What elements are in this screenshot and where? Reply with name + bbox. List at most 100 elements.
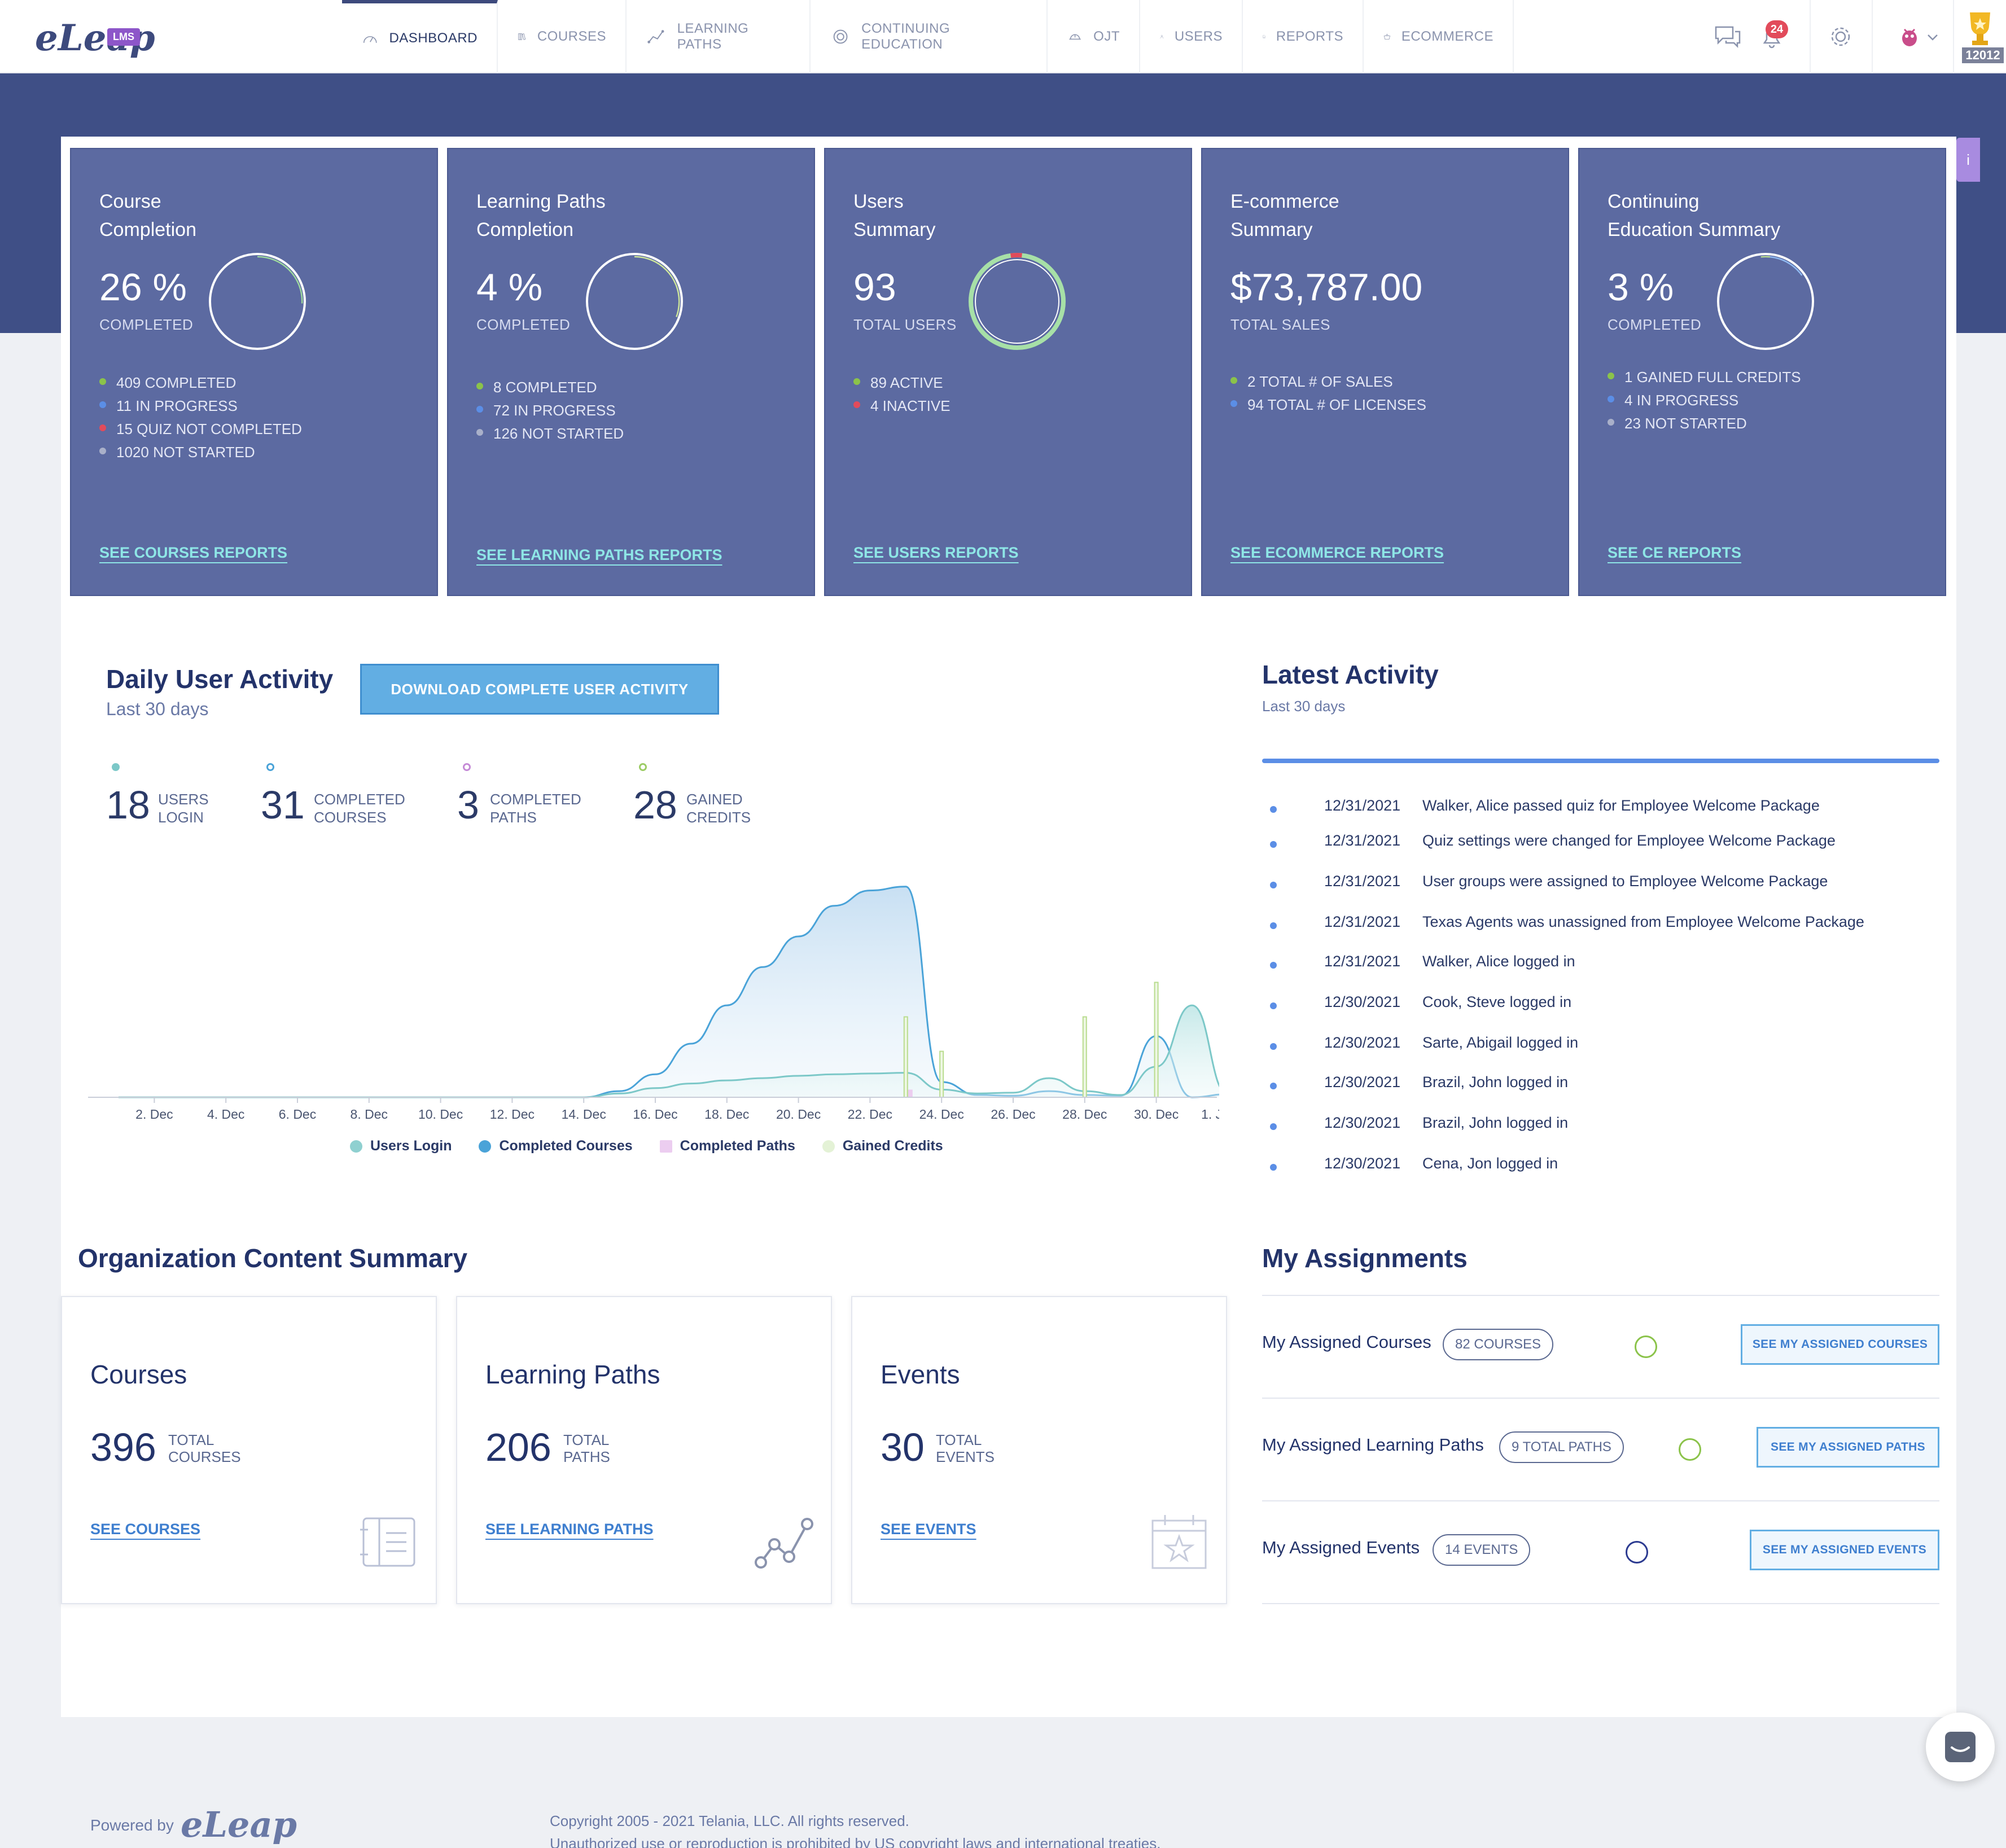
activity-row: 12/30/2021 Brazil, John logged in [1270,1074,1568,1091]
legend-dot [476,406,483,413]
legend-completed-courses[interactable]: Completed Courses [479,1138,633,1154]
see-my-assigned-events-button[interactable]: SEE MY ASSIGNED EVENTS [1750,1530,1939,1570]
donut-chart [1717,253,1814,350]
activity-bullet [1270,1164,1277,1171]
see-ce-reports-link[interactable]: SEE CE REPORTS [1608,544,1742,561]
x-tick-label: 26. Dec [991,1107,1035,1122]
activity-bullet [1270,922,1277,929]
nav-ojt[interactable]: OJT [1048,0,1140,73]
gear-icon[interactable] [1827,23,1855,51]
organization-content-summary-title: Organization Content Summary [78,1243,468,1273]
legend-dot [1230,377,1237,384]
see-my-assigned-paths-button[interactable]: SEE MY ASSIGNED PATHS [1757,1427,1939,1468]
see-courses-link[interactable]: SEE COURSES [90,1521,201,1538]
copyright-line: Copyright 2005 - 2021 Telania, LLC. All … [550,1812,909,1829]
oc-name: Courses [90,1360,187,1389]
nav-ecommerce[interactable]: ECOMMERCE [1364,0,1514,73]
activity-bullet [1270,1043,1277,1050]
card-title: Course Completion [99,191,196,240]
see-events-link[interactable]: SEE EVENTS [881,1521,976,1538]
nav-reports[interactable]: REPORTS [1243,0,1364,73]
my-assigned-events-label: My Assigned Events [1262,1538,1420,1557]
activity-row: 12/31/2021 Walker, Alice logged in [1270,953,1575,970]
activity-text: Quiz settings were changed for Employee … [1422,832,1836,849]
see-ecommerce-reports-link[interactable]: SEE ECOMMERCE REPORTS [1230,544,1444,561]
gained-credits-bar[interactable] [1082,1016,1087,1098]
card-legend: 8 COMPLETED 72 IN PROGRESS 126 NOT START… [476,376,624,445]
card-subtitle: COMPLETED [1608,316,1702,333]
nav-users[interactable]: USERS [1140,0,1243,73]
x-tick-label: 22. Dec [848,1107,892,1122]
activity-date: 12/30/2021 [1324,1155,1401,1172]
card-value: 3 % [1608,266,1674,309]
hardhat-icon [1069,34,1081,40]
activity-bullet [1270,806,1277,813]
legend-gained-credits[interactable]: Gained Credits [822,1138,943,1154]
stat-number: 28 [633,783,677,827]
legend-completed-paths[interactable]: Completed Paths [659,1138,795,1154]
divider [1872,0,1873,73]
my-assigned-courses-label: My Assigned Courses [1262,1332,1431,1352]
legend-item: 23 NOT STARTED [1608,412,1801,435]
stat-dot [463,763,471,771]
donut-chart [586,253,683,350]
oc-name: Learning Paths [485,1360,660,1389]
activity-text: Cena, Jon logged in [1422,1155,1558,1172]
legend-item: 4 INACTIVE [853,395,951,418]
activity-row: 12/31/2021 Texas Agents was unassigned fr… [1270,913,1864,931]
daily-activity-chart: 2. Dec 4. Dec 6. Dec 8. Dec 10. Dec 12. Dec 14… [88,886,1219,1122]
nav-learning-paths[interactable]: LEARNING PATHS [627,0,811,73]
legend-dot [99,448,106,454]
activity-text: Brazil, John logged in [1422,1114,1569,1131]
see-courses-reports-link[interactable]: SEE COURSES REPORTS [99,544,288,561]
chart-legend: Users Login Completed Courses Completed … [350,1138,943,1154]
see-my-assigned-courses-button[interactable]: SEE MY ASSIGNED COURSES [1741,1324,1939,1365]
legend-users-login[interactable]: Users Login [350,1138,452,1154]
activity-text: Walker, Alice logged in [1422,953,1575,970]
nav-continuing-education[interactable]: CONTINUING EDUCATION [811,0,1048,73]
points-badge: 12012 [1962,47,2004,63]
download-user-activity-button[interactable]: DOWNLOAD COMPLETE USER ACTIVITY [360,664,719,715]
assigned-courses-count-pill: 82 COURSES [1443,1329,1554,1360]
stat-label: GAINED CREDITS [686,791,751,826]
chevron-down-icon[interactable] [1926,23,1939,51]
card-subtitle: TOTAL USERS [853,316,957,333]
legend-dot [476,429,483,436]
path-nodes-icon [755,1518,813,1569]
gained-credits-bar[interactable] [903,1016,908,1098]
activity-bullet [1270,1123,1277,1130]
see-learning-paths-link[interactable]: SEE LEARNING PATHS [485,1521,654,1538]
x-tick-label: 24. Dec [919,1107,964,1122]
activity-date: 12/31/2021 [1324,873,1401,890]
legend-item: 409 COMPLETED [99,371,302,395]
nav-dashboard[interactable]: DASHBOARD [342,0,498,73]
continuing-education-summary-card: Continuing Education Summary 3 % COMPLET… [1578,148,1946,596]
latest-activity-divider [1262,759,1939,763]
legend-dot [853,401,860,408]
copyright-notice: Unauthorized use or reproduction is proh… [550,1835,1161,1848]
trophy-icon[interactable] [1962,9,1998,49]
legend-item: 94 TOTAL # OF LICENSES [1230,393,1426,417]
gained-credits-bar[interactable] [1154,982,1159,1098]
books-icon [518,33,526,40]
gained-credits-bar[interactable] [939,1050,944,1098]
see-learning-paths-reports-link[interactable]: SEE LEARNING PATHS REPORTS [476,546,722,563]
report-icon [1263,35,1265,38]
chat-icon[interactable] [1714,23,1742,51]
info-tab[interactable]: i [1956,138,1980,182]
card-legend: 89 ACTIVE 4 INACTIVE [853,371,951,418]
lms-badge: LMS [107,28,140,46]
nav-courses[interactable]: COURSES [498,0,627,73]
assigned-paths-count-pill: 9 TOTAL PATHS [1499,1431,1624,1463]
chat-widget-button[interactable] [1926,1713,1995,1781]
avatar-icon[interactable] [1895,23,1924,51]
powered-by-text: Powered by [90,1816,174,1834]
footer-eleap-logo[interactable]: eLeap [181,1804,297,1845]
activity-row: 12/30/2021 Cena, Jon logged in [1270,1155,1558,1172]
legend-dot [1230,400,1237,407]
nav-label: USERS [1174,29,1223,44]
see-users-reports-link[interactable]: SEE USERS REPORTS [853,544,1019,561]
assigned-events-count-pill: 14 EVENTS [1433,1534,1531,1566]
legend-item: 72 IN PROGRESS [476,399,624,422]
daily-user-activity-title: Daily User Activity [106,664,334,694]
